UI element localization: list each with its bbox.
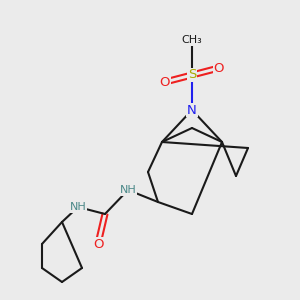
Text: S: S xyxy=(188,68,196,82)
Text: CH₃: CH₃ xyxy=(182,35,203,45)
Text: NH: NH xyxy=(120,185,136,195)
Text: N: N xyxy=(187,103,197,116)
Text: NH: NH xyxy=(70,202,86,212)
Text: O: O xyxy=(214,61,224,74)
Text: O: O xyxy=(160,76,170,88)
Text: O: O xyxy=(93,238,103,250)
